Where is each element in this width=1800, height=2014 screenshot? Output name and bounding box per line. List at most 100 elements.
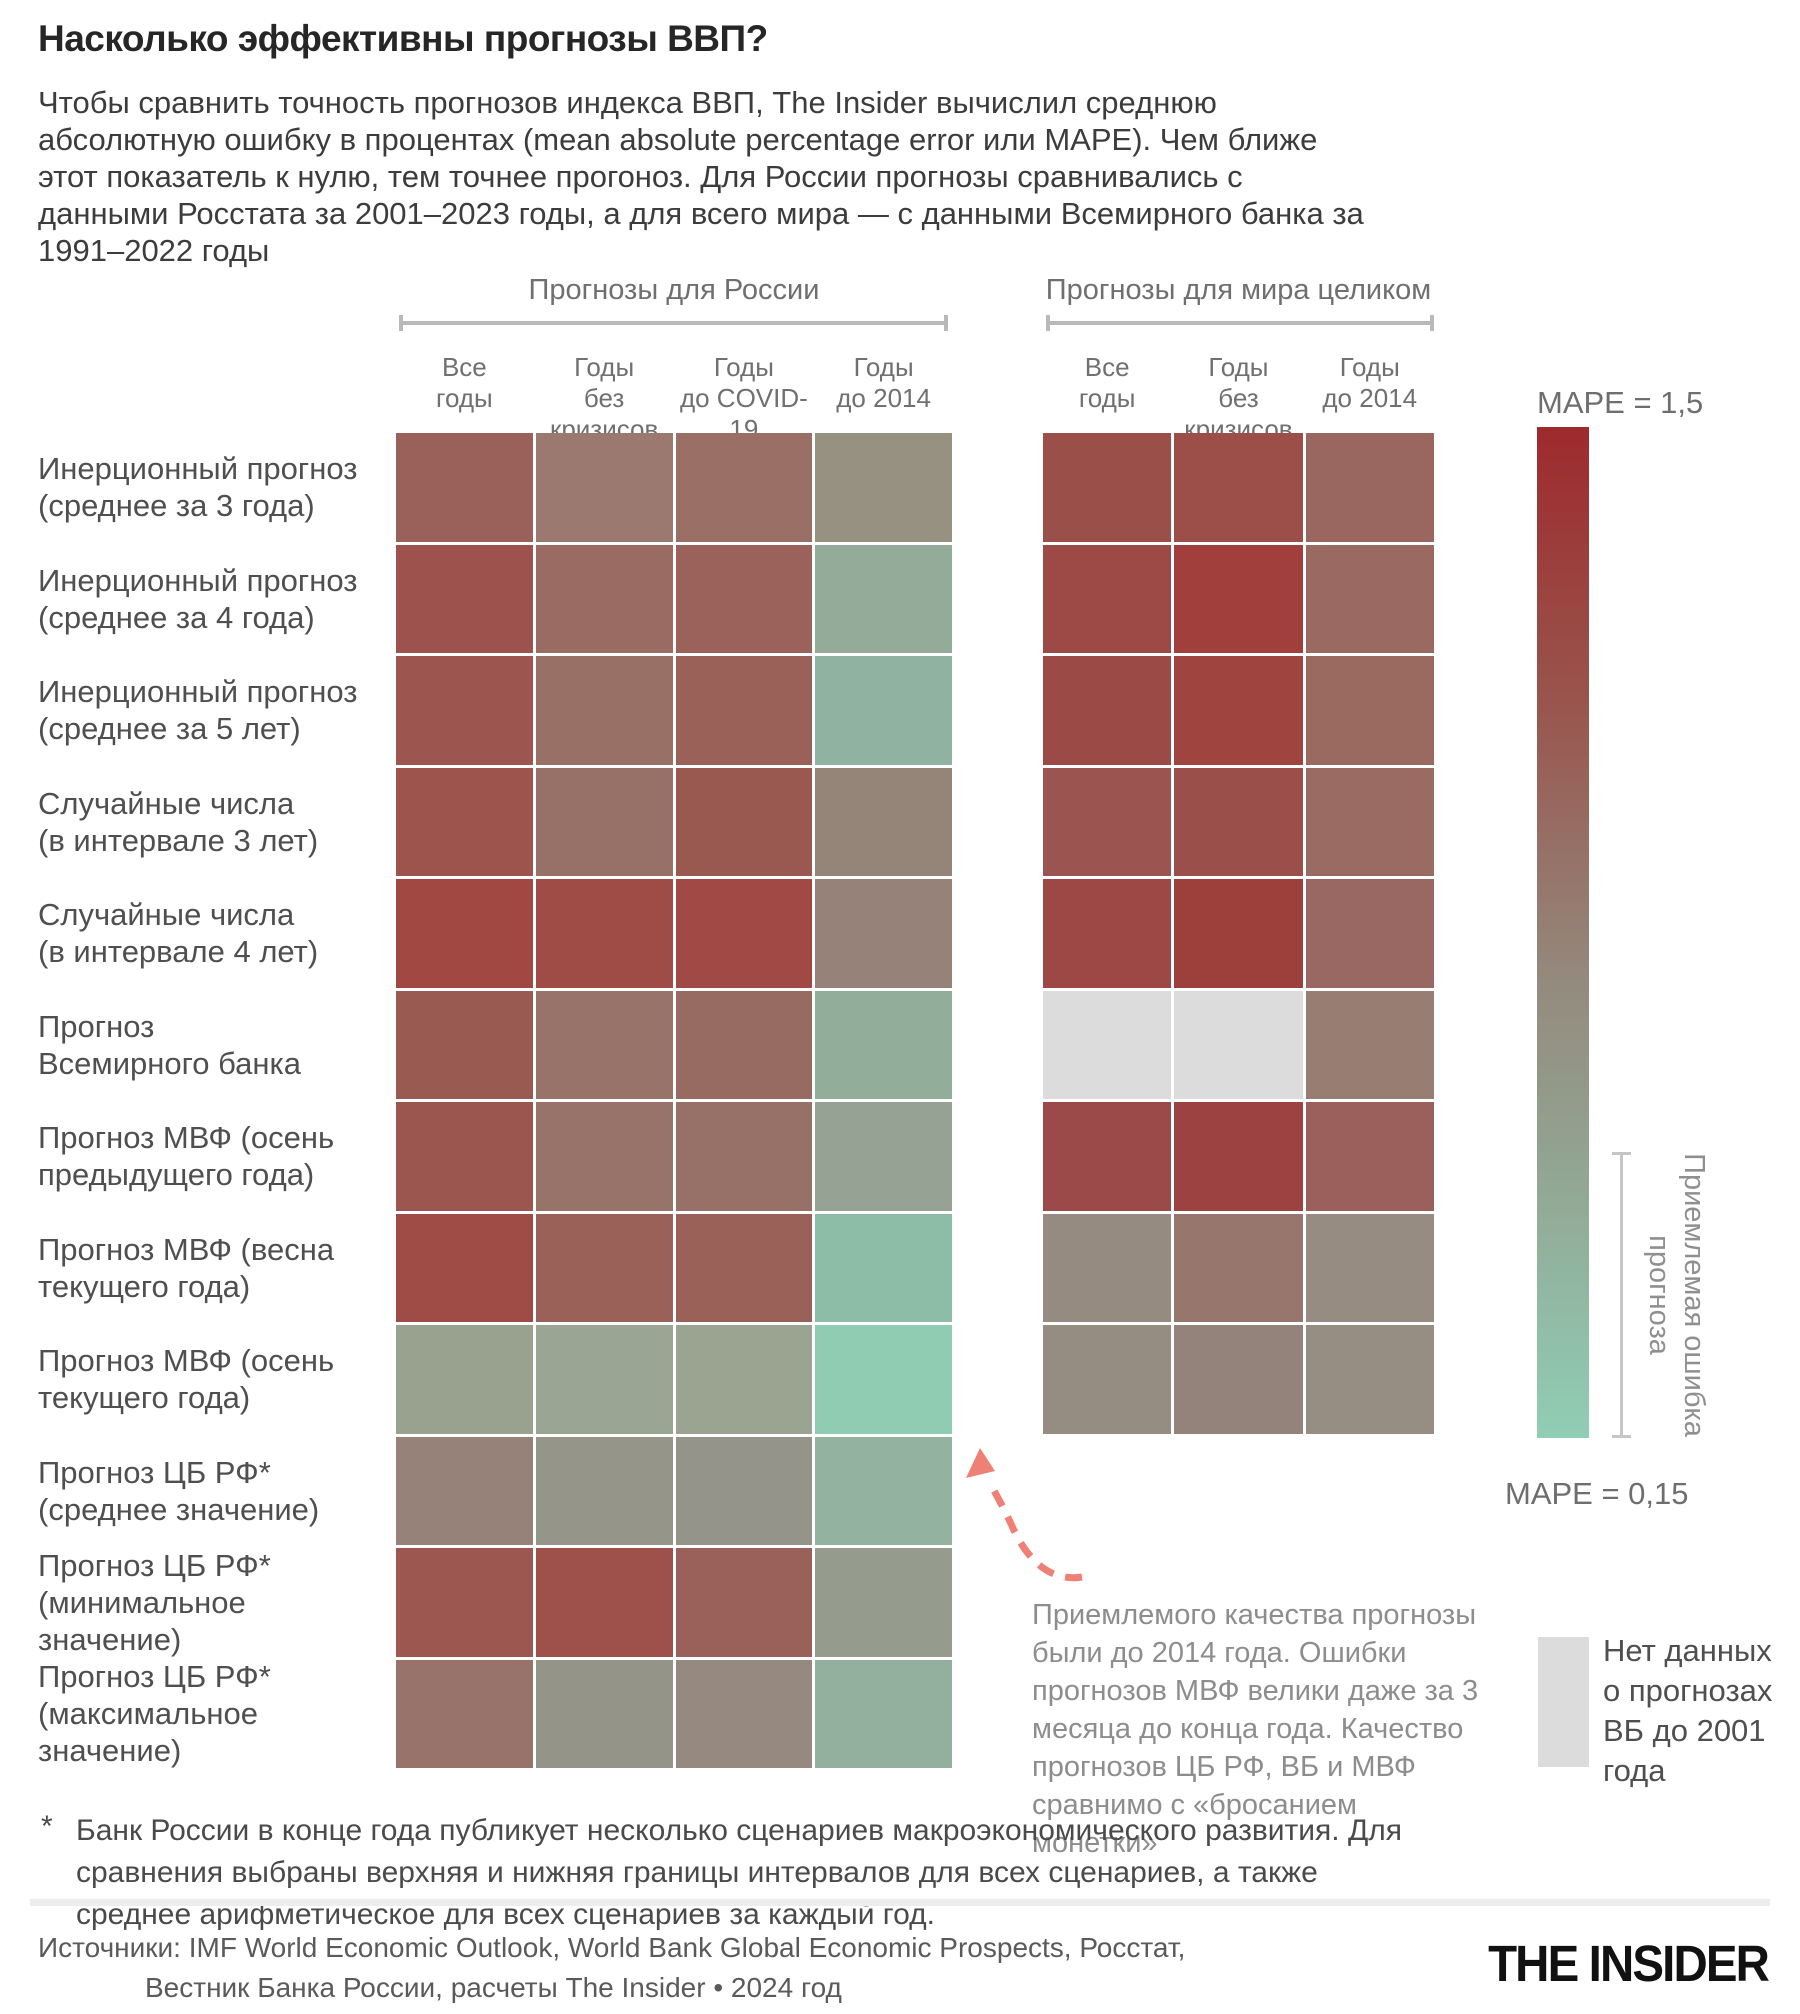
heatmap-cell [1305,990,1434,1099]
heatmap-cell [1305,879,1434,988]
heatmap-cell [1043,544,1172,653]
row-label: Случайные числа (в интервале 3 лет) [38,785,319,858]
heatmap-cell [1305,1213,1434,1322]
heatmap-cell [535,1659,673,1768]
heatmap-cell [815,1436,952,1545]
heatmap-cell [396,544,533,653]
heatmap-cell [396,767,533,876]
row-label: Прогноз ЦБ РФ* (среднее значение) [38,1454,320,1527]
heatmap-cell [535,767,673,876]
heatmap-cell [675,1102,813,1211]
column-header: Годы без кризисов [549,352,659,444]
row-label: Инерционный прогноз (среднее за 4 года) [38,562,358,635]
heatmap-cell [815,1548,952,1657]
heatmap-cell [1043,1213,1172,1322]
col-headers-1: Все годы Годы без кризисов Годы до 2014 [1043,352,1434,445]
row-label: Случайные числа (в интервале 4 лет) [38,897,319,970]
heatmap-cell [1174,1325,1303,1434]
no-data-swatch [1538,1637,1589,1767]
acceptable-range-bracket [1612,1152,1631,1438]
heatmap-cell [535,1102,673,1211]
footnote-marker: * [41,1810,53,1843]
heatmap-cell [675,1325,813,1434]
heatmap-cell [396,656,533,765]
heatmap-cell [535,1213,673,1322]
group-bracket-russia [399,314,948,332]
heatmap-cell [396,1213,533,1322]
page-title: Насколько эффективны прогнозы ВВП? [38,18,768,59]
heatmap-cell [1043,1102,1172,1211]
heatmap-cell [675,656,813,765]
heatmap-cell [535,1325,673,1434]
heatmap-cell [396,1102,533,1211]
row-label: Прогноз ЦБ РФ* (максимальное значение) [38,1659,271,1769]
the-insider-logo: THE INSIDER [1488,1935,1770,1992]
heatmap-cell [1305,656,1434,765]
group-bracket-world [1046,314,1434,332]
heatmap-cell [675,879,813,988]
heatmap-cell [815,879,952,988]
heatmap-cell [675,433,813,542]
heatmap-cell [815,1325,952,1434]
heatmap-cell [535,1436,673,1545]
bracket-line [1046,321,1434,325]
heatmap-cell [815,1102,952,1211]
heatmap-cell [675,1659,813,1768]
heatmap-cell [815,767,952,876]
column-header: Годы до 2014 [1322,352,1418,413]
row-label: Прогноз МВФ (осень предыдущего года) [38,1120,335,1193]
row-label: Инерционный прогноз (среднее за 5 лет) [38,674,358,747]
sources-line-2: Вестник Банка России, расчеты The Inside… [145,1972,842,2003]
arrow-curve [985,1479,1083,1582]
sources: Источники: IMF World Economic Outlook, W… [38,1928,1185,2008]
col-headers-0: Все годы Годы без кризисов Годы до COVID-19 Го… [396,352,952,445]
heatmap-cell [675,1213,813,1322]
heatmap-cell [1174,1102,1303,1211]
footer-divider [30,1899,1770,1906]
heatmap-cell [396,1659,533,1768]
heatmap-cell [535,544,673,653]
heatmap-cell [396,879,533,988]
heatmap-cell [396,990,533,1099]
column-header: Годы до 2014 [836,352,931,413]
heatmap-cell [1305,1102,1434,1211]
heatmap-cell [535,433,673,542]
row-label: Инерционный прогноз (среднее за 3 года) [38,451,358,524]
heatmap-cell [815,656,952,765]
group-title-russia: Прогнозы для России [528,274,820,306]
heatmap-cell [1305,767,1434,876]
no-data-label: Нет данных о прогнозах ВБ до 2001 года [1603,1633,1773,1788]
heatmap-cell [535,990,673,1099]
bracket-tick [944,315,948,331]
page-subtitle: Чтобы сравнить точность прогнозов индекс… [38,85,1364,268]
sources-line-1: Источники: IMF World Economic Outlook, W… [38,1932,1186,1963]
column-header: Все годы [436,352,493,413]
heatmap-cell [1043,879,1172,988]
row-labels: Инерционный прогноз (среднее за 3 года) Ин… [38,433,388,1771]
heatmap-cell [1305,433,1434,542]
bracket-cap [1612,1435,1631,1438]
row-label: Прогноз МВФ (весна текущего года) [38,1231,335,1304]
heatmap-cell [396,1325,533,1434]
heatmap-cell [675,1548,813,1657]
colorscale-max-label: MAPE = 1,5 [1537,385,1704,420]
heatmap-cell [535,656,673,765]
heatmap-cell [1043,656,1172,765]
arrow-head [966,1448,995,1478]
heatmap-cell [1174,990,1303,1099]
heatmap-cell [815,1659,952,1768]
heatmap-cell [1174,433,1303,542]
acceptable-error-label: Приемлемая ошибка прогноза [1643,1153,1710,1437]
column-header: Годы без кризисов [1184,352,1293,444]
heatmap-cell [1174,656,1303,765]
heatmap-cell [1174,544,1303,653]
heatmap-cell [815,433,952,542]
annotation-arrow-icon [966,1448,1083,1582]
column-header: Все годы [1078,352,1136,413]
heatmap-cell [1174,879,1303,988]
bracket-tick [1430,315,1434,331]
heatmap-cell [1043,1325,1172,1434]
heatmap-0 [396,433,952,1768]
heatmap-cell [396,1436,533,1545]
